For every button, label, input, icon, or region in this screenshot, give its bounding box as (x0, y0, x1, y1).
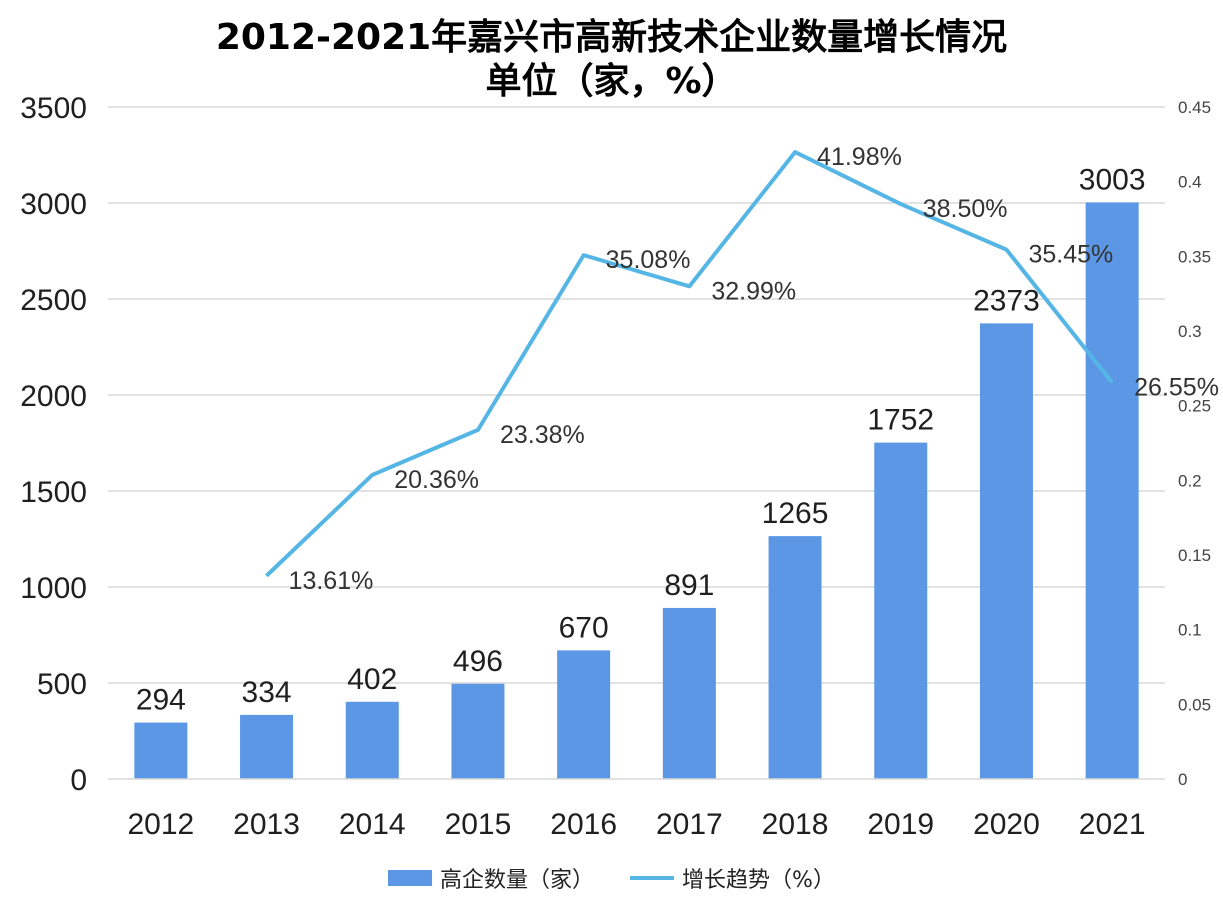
y-right-tick-label: 0.25 (1178, 397, 1211, 416)
trend-point (477, 429, 479, 431)
line-layer (265, 150, 1114, 578)
label-layer: 294 334 402 496 670 891 1265 1752 2373 3003 13.61%… (136, 143, 1219, 716)
line-data-label: 23.38% (500, 421, 585, 449)
x-tick-label: 2017 (656, 808, 723, 841)
x-tick-label: 2020 (973, 808, 1040, 841)
x-tick-label: 2018 (762, 808, 829, 841)
trend-point (371, 474, 373, 476)
y-right-tick-label: 0 (1178, 770, 1187, 789)
bar-data-label: 496 (453, 645, 503, 678)
y-left-tick-label: 500 (37, 668, 87, 701)
x-tick-label: 2014 (339, 808, 406, 841)
x-tick-label: 2019 (867, 808, 934, 841)
legend: 高企数量（家） 增长趋势（%） (0, 862, 1223, 894)
legend-label-line: 增长趋势（%） (682, 868, 835, 893)
bar (557, 650, 611, 779)
bar (768, 536, 822, 779)
line-data-label: 41.98% (817, 143, 902, 171)
legend-item-line: 增长趋势（%） (630, 862, 835, 894)
bar (874, 442, 928, 779)
y-left-tick-label: 3500 (20, 92, 87, 125)
trend-point (794, 151, 796, 153)
legend-swatch-bar (388, 870, 433, 886)
y-left-tick-label: 0 (70, 764, 87, 797)
bar-data-label: 2373 (973, 284, 1040, 317)
trend-point (583, 254, 585, 256)
bar (240, 714, 294, 779)
y-left-tick-label: 1000 (20, 572, 87, 605)
bar (345, 701, 399, 779)
x-tick-label: 2012 (127, 808, 194, 841)
bar-data-label: 402 (347, 663, 397, 696)
bar-data-label: 891 (664, 569, 714, 602)
y-left-tick-label: 1500 (20, 476, 87, 509)
bar (979, 323, 1033, 779)
bar (662, 607, 716, 779)
trend-point (1005, 249, 1007, 251)
bar-data-label: 294 (136, 684, 186, 717)
bar-data-label: 1265 (762, 497, 829, 530)
line-data-label: 32.99% (711, 277, 796, 305)
y-left-tick-label: 2500 (20, 284, 87, 317)
legend-label-bar: 高企数量（家） (440, 868, 595, 893)
bar-data-label: 670 (559, 611, 609, 644)
y-right-tick-label: 0.1 (1178, 621, 1202, 640)
line-data-label: 20.36% (394, 466, 479, 494)
y-left-tick-label: 3000 (20, 188, 87, 221)
y-right-tick-label: 0.35 (1178, 247, 1211, 266)
bar (451, 683, 505, 779)
y-right-tick-label: 0.4 (1178, 173, 1202, 192)
bar-data-label: 1752 (867, 404, 934, 437)
line-data-label: 35.08% (606, 246, 691, 274)
x-tick-label: 2021 (1079, 808, 1146, 841)
bar-data-label: 334 (242, 676, 292, 709)
chart-title: 2012-2021年嘉兴市高新技术企业数量增长情况 (215, 17, 1008, 58)
trend-point (266, 575, 268, 577)
legend-swatch-line (630, 876, 675, 880)
y-right-tick-label: 0.05 (1178, 695, 1211, 714)
bar-data-label: 3003 (1079, 163, 1146, 196)
trend-point (1111, 382, 1113, 384)
axis-layer: 0 500 1000 1500 2000 2500 3000 3500 0 0.05 0.1 0.15… (20, 92, 1211, 841)
y-right-tick-label: 0.15 (1178, 546, 1211, 565)
y-right-tick-label: 0.2 (1178, 471, 1202, 490)
y-left-tick-label: 2000 (20, 380, 87, 413)
x-tick-label: 2013 (233, 808, 300, 841)
legend-item-bar: 高企数量（家） (388, 862, 594, 894)
x-tick-label: 2016 (550, 808, 617, 841)
bar (134, 722, 188, 779)
y-right-tick-label: 0.45 (1178, 98, 1211, 117)
line-data-label: 26.55% (1134, 374, 1219, 402)
line-data-label: 13.61% (289, 567, 374, 595)
chart-subtitle: 单位（家，%） (485, 61, 738, 102)
trend-point (900, 203, 902, 205)
y-right-tick-label: 0.3 (1178, 322, 1202, 341)
bar (1085, 202, 1139, 779)
line-data-label: 35.45% (1028, 241, 1113, 269)
line-data-label: 38.50% (923, 195, 1008, 223)
x-tick-label: 2015 (445, 808, 512, 841)
bar-layer (134, 202, 1139, 779)
trend-point (688, 285, 690, 287)
